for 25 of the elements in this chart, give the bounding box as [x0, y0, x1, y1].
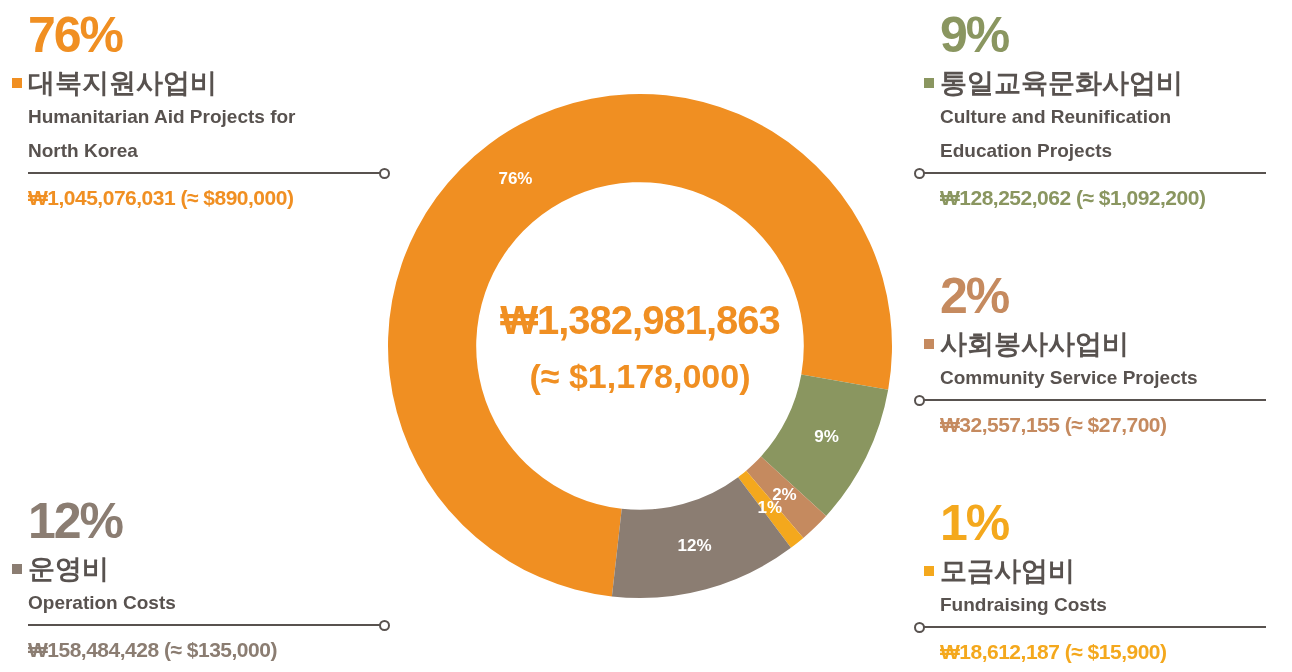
legend-label: 운영비: [28, 553, 110, 586]
text: 12%: [28, 493, 123, 549]
legend-label: 통일교육문화사업비: [940, 67, 1184, 100]
data-label: 9%: [814, 427, 839, 447]
text: Humanitarian Aid Projects for North Korea: [28, 105, 297, 163]
text: 2%: [940, 268, 1009, 324]
data-label: 12%: [677, 536, 712, 556]
text: Community Service Projects: [940, 366, 1199, 390]
text: ₩1,382,981,863: [499, 297, 781, 344]
legend-label: 대북지원사업비: [28, 67, 218, 100]
text: Culture and Reunification Education Projects: [940, 105, 1173, 163]
text: ₩1,045,076,031 (≈ $890,000): [28, 185, 295, 211]
legend-label: 사회봉사사업비: [940, 328, 1130, 361]
data-label: 76%: [498, 169, 533, 189]
text: 9%: [940, 7, 1009, 63]
text: 76%: [28, 7, 123, 63]
text: (≈ $1,178,000): [528, 356, 752, 397]
legend-label: 모금사업비: [940, 555, 1076, 588]
text: 1%: [940, 495, 1009, 551]
text: ₩32,557,155 (≈ $27,700): [940, 412, 1168, 438]
text: Operation Costs: [28, 591, 177, 615]
text: ₩158,484,428 (≈ $135,000): [28, 637, 278, 663]
text: ₩18,612,187 (≈ $15,900): [940, 639, 1168, 665]
text: Fundraising Costs: [940, 593, 1108, 617]
text: ₩128,252,062 (≈ $1,092,200): [940, 185, 1207, 211]
